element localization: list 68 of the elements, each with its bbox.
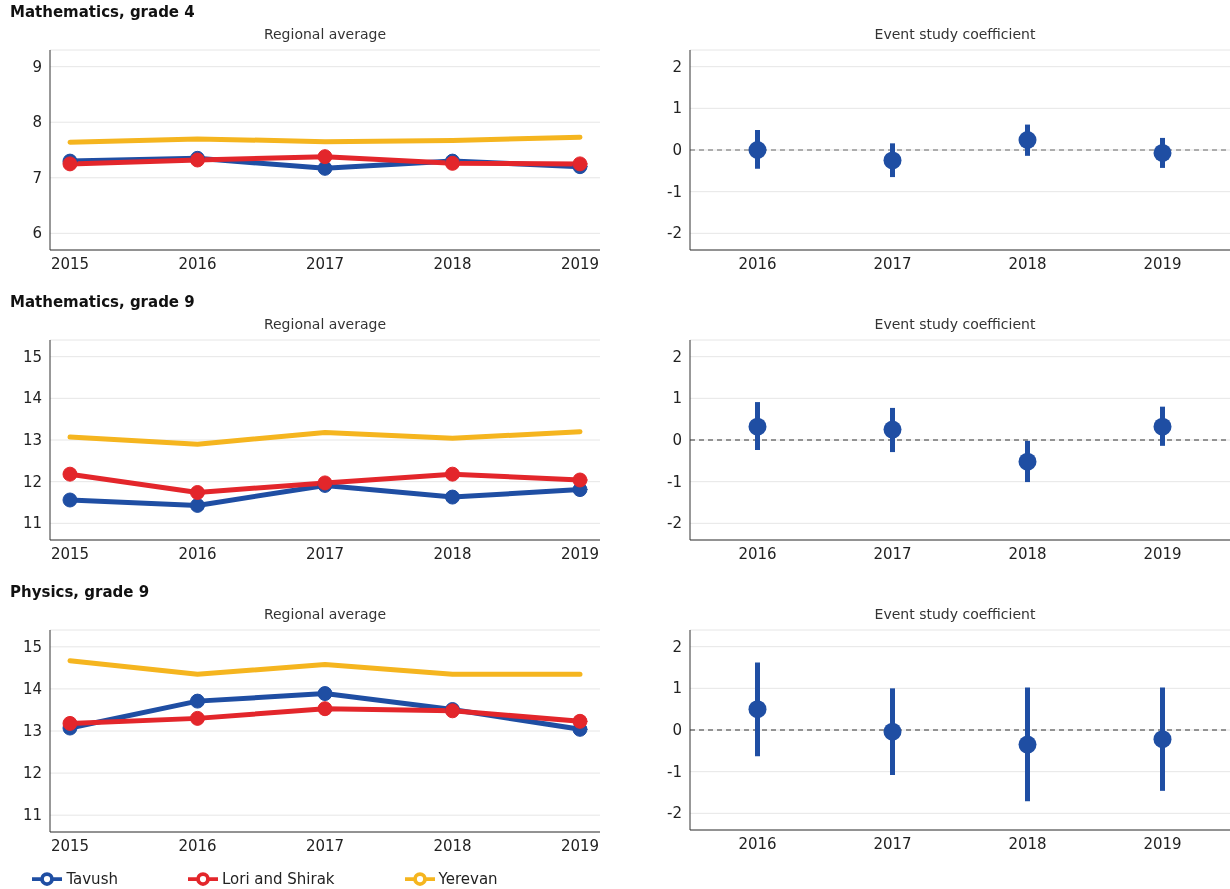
x-tick-label: 2017 xyxy=(873,544,912,563)
x-tick-label: 2018 xyxy=(433,254,472,273)
y-tick-label: 13 xyxy=(22,722,42,740)
y-tick-label: -2 xyxy=(667,514,682,533)
y-tick-label: -1 xyxy=(667,182,682,201)
y-tick-label: 1 xyxy=(672,99,682,118)
x-tick-label: 2015 xyxy=(50,254,90,273)
x-tick-label: 2019 xyxy=(560,254,600,273)
y-tick-label: -2 xyxy=(667,804,682,823)
y-tick-label: 0 xyxy=(672,141,682,159)
chart-subtitle: Event study coefficient xyxy=(873,26,1037,42)
chart-subtitle: Event study coefficient xyxy=(873,606,1037,622)
x-tick-label: 2016 xyxy=(178,254,217,273)
y-tick-label: 14 xyxy=(22,389,42,408)
x-tick-label: 2017 xyxy=(873,254,912,273)
x-tick-label: 2018 xyxy=(1008,254,1047,273)
x-tick-label: 2019 xyxy=(560,836,600,855)
x-tick-label: 2019 xyxy=(1143,834,1182,853)
x-tick-label: 2017 xyxy=(305,836,345,855)
x-tick-label: 2016 xyxy=(178,836,217,855)
x-tick-label: 2016 xyxy=(738,834,777,853)
y-tick-label: -1 xyxy=(667,762,682,781)
y-tick-label: 2 xyxy=(672,637,682,656)
y-tick-label: 6 xyxy=(32,224,42,243)
x-tick-label: 2015 xyxy=(50,544,90,563)
y-tick-label: 11 xyxy=(22,806,42,825)
legend-label: Lori and Shirak xyxy=(221,869,335,888)
x-tick-label: 2018 xyxy=(433,836,472,855)
y-tick-label: 0 xyxy=(672,721,682,739)
x-tick-label: 2018 xyxy=(1008,834,1047,853)
x-tick-label: 2017 xyxy=(873,834,912,853)
y-tick-label: 1 xyxy=(672,679,682,698)
chart-title: Mathematics, grade 9 xyxy=(9,292,196,313)
y-tick-label: 12 xyxy=(22,472,42,491)
chart-subtitle: Regional average xyxy=(262,606,388,622)
y-tick-label: 2 xyxy=(672,347,682,366)
x-tick-label: 2017 xyxy=(305,544,345,563)
y-tick-label: -1 xyxy=(667,472,682,491)
y-tick-label: 15 xyxy=(22,347,42,366)
chart-title: Mathematics, grade 4 xyxy=(9,2,196,23)
x-tick-label: 2018 xyxy=(433,544,472,563)
y-tick-label: 2 xyxy=(672,57,682,76)
chart-subtitle: Event study coefficient xyxy=(873,316,1037,332)
y-tick-label: 11 xyxy=(22,514,42,533)
y-tick-label: 13 xyxy=(22,431,42,449)
legend-label: Tavush xyxy=(66,869,118,888)
x-tick-label: 2016 xyxy=(178,544,217,563)
x-tick-label: 2019 xyxy=(560,544,600,563)
y-tick-label: 0 xyxy=(672,431,682,449)
x-tick-label: 2019 xyxy=(1143,544,1182,563)
x-tick-label: 2016 xyxy=(738,254,777,273)
chart-title: Physics, grade 9 xyxy=(9,582,151,603)
y-tick-label: 12 xyxy=(22,764,42,783)
y-tick-label: 14 xyxy=(22,679,42,698)
y-tick-label: 1 xyxy=(672,389,682,408)
chart-subtitle: Regional average xyxy=(262,26,388,42)
x-tick-label: 2019 xyxy=(1143,254,1182,273)
x-tick-label: 2017 xyxy=(305,254,345,273)
x-tick-label: 2016 xyxy=(738,544,777,563)
y-tick-label: 7 xyxy=(32,168,42,187)
x-tick-label: 2018 xyxy=(1008,544,1047,563)
y-tick-label: 8 xyxy=(32,113,42,132)
chart-subtitle: Regional average xyxy=(262,316,388,332)
y-tick-label: 9 xyxy=(32,57,42,76)
y-tick-label: -2 xyxy=(667,224,682,243)
y-tick-label: 15 xyxy=(22,637,42,656)
x-tick-label: 2015 xyxy=(50,836,90,855)
legend-label: Yerevan xyxy=(438,869,498,888)
